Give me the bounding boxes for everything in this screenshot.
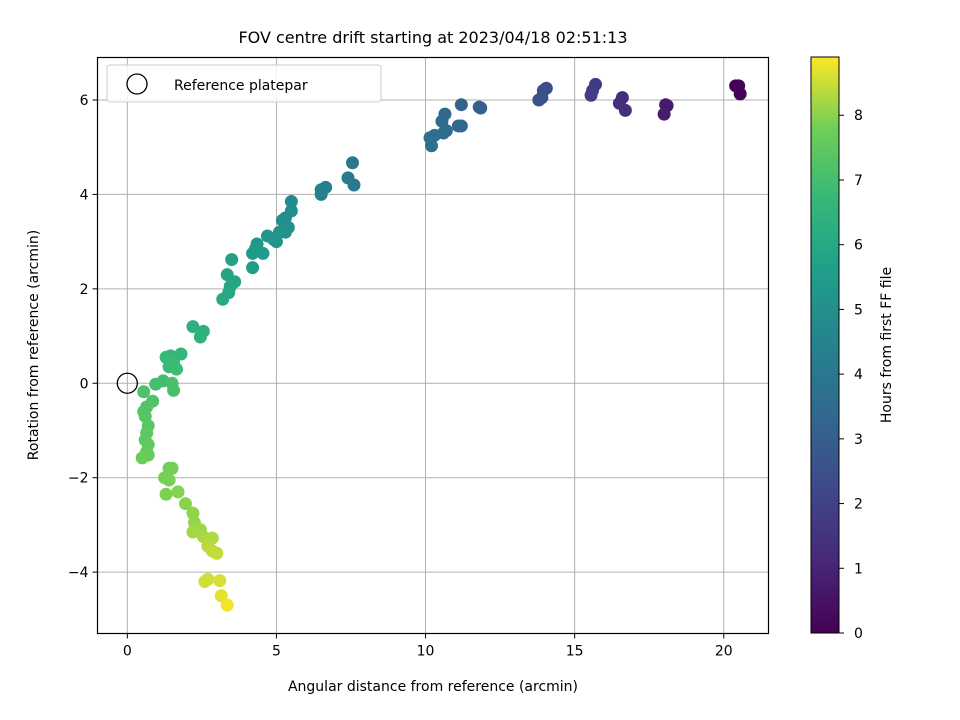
- y-tick-label: −4: [68, 565, 89, 581]
- data-point: [246, 246, 260, 260]
- data-point: [171, 485, 185, 499]
- x-axis-label: Angular distance from reference (arcmin): [288, 679, 578, 695]
- colorbar-tick-label: 0: [854, 626, 863, 642]
- data-point: [225, 253, 239, 267]
- data-point: [472, 100, 486, 114]
- plot-frame: [96, 56, 770, 635]
- data-point: [584, 88, 598, 102]
- colorbar-tick-label: 7: [854, 173, 863, 189]
- data-point: [162, 473, 176, 487]
- data-point: [137, 385, 151, 399]
- data-point: [532, 93, 546, 107]
- data-point: [135, 451, 149, 465]
- data-point: [170, 362, 184, 376]
- data-point: [618, 103, 632, 117]
- x-axis-ticks: 0 5 10 15 20: [123, 633, 733, 660]
- data-point: [454, 98, 468, 112]
- data-point: [314, 187, 328, 201]
- colorbar-tick-label: 4: [854, 367, 863, 383]
- colorbar-tick-label: 6: [854, 238, 863, 254]
- y-axis-ticks: −4 −2 0 2 4 6: [68, 93, 98, 581]
- data-point: [345, 156, 359, 170]
- data-point: [193, 330, 207, 344]
- legend: Reference platepar: [106, 64, 382, 103]
- x-tick-label: 0: [123, 644, 132, 660]
- data-point: [165, 461, 179, 475]
- x-tick-label: 15: [566, 644, 584, 660]
- reference-marker: [116, 372, 138, 394]
- data-point: [246, 261, 260, 275]
- colorbar: 0 1 2 3 4 5 6 7 8 Hours from first FF file: [810, 56, 895, 642]
- legend-label: Reference platepar: [174, 78, 308, 94]
- colorbar-ticks: 0 1 2 3 4 5 6 7 8: [839, 108, 863, 642]
- x-tick-label: 5: [272, 644, 281, 660]
- data-point: [214, 589, 228, 603]
- data-point: [220, 598, 234, 612]
- data-point: [186, 320, 200, 334]
- legend-marker: [126, 73, 148, 95]
- data-point: [260, 229, 274, 243]
- data-point: [167, 383, 181, 397]
- data-point: [149, 377, 163, 391]
- data-point: [256, 246, 270, 260]
- x-tick-label: 10: [417, 644, 435, 660]
- y-tick-label: 6: [80, 93, 89, 109]
- legend-box: [106, 64, 382, 103]
- data-point: [284, 195, 298, 208]
- data-point: [198, 575, 212, 589]
- data-point: [186, 525, 200, 539]
- data-point: [733, 87, 747, 101]
- data-point: [451, 119, 465, 133]
- data-point: [159, 487, 173, 501]
- data-point: [347, 178, 361, 192]
- chart-title: FOV centre drift starting at 2023/04/18 …: [238, 28, 627, 47]
- y-tick-label: 0: [80, 376, 89, 392]
- data-points: [135, 77, 747, 612]
- data-point: [216, 292, 230, 306]
- y-axis-label: Rotation from reference (arcmin): [26, 230, 42, 460]
- reference-marker-group: [116, 372, 138, 394]
- x-tick-label: 20: [715, 644, 733, 660]
- data-point: [213, 574, 227, 588]
- colorbar-gradient: [810, 56, 840, 634]
- colorbar-label: Hours from first FF file: [879, 267, 895, 423]
- y-tick-label: −2: [68, 471, 89, 487]
- colorbar-tick-label: 2: [854, 497, 863, 513]
- colorbar-tick-label: 3: [854, 432, 863, 448]
- y-tick-label: 2: [80, 282, 89, 298]
- data-point: [210, 546, 224, 560]
- colorbar-tick-label: 8: [854, 108, 863, 124]
- colorbar-tick-label: 1: [854, 561, 863, 577]
- colorbar-tick-label: 5: [854, 302, 863, 318]
- data-point: [425, 139, 439, 153]
- data-point: [178, 497, 192, 511]
- data-point: [657, 107, 671, 121]
- y-tick-label: 4: [80, 187, 89, 203]
